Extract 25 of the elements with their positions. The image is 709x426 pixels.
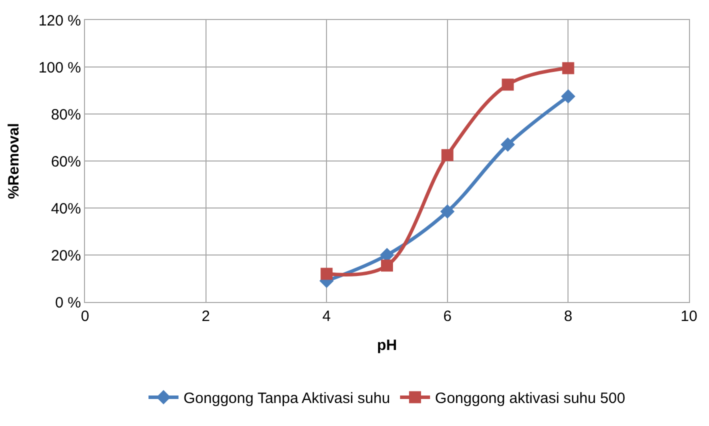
x-tick-label: 4 [322, 308, 331, 325]
y-tick-label: 20% [50, 247, 81, 264]
y-tick-label: 60% [50, 153, 81, 170]
x-tick-label: 0 [80, 308, 90, 325]
point [562, 62, 574, 74]
point [441, 149, 454, 162]
y-tick-label: 120 % [38, 12, 81, 30]
y-tick-label: 40% [50, 200, 81, 218]
y-axis-title: %Removal [6, 123, 23, 199]
x-tick-label: 10 [680, 308, 698, 325]
y-tick-label: 100 % [38, 59, 81, 76]
point [502, 78, 514, 91]
legend-label: Gonggong Tanpa Aktivasi suhu [184, 390, 390, 408]
y-tick-label: 80% [50, 106, 81, 124]
point [440, 204, 455, 219]
legend-label: Gonggong aktivasi suhu 500 [435, 390, 626, 408]
x-tick-label: 6 [443, 308, 452, 325]
x-axis-title: pH [377, 337, 397, 354]
x-tick-label: 2 [202, 308, 210, 325]
point [561, 89, 576, 104]
point [381, 260, 393, 272]
y-tick-label: 0 % [55, 294, 81, 312]
point [500, 137, 515, 152]
point [320, 268, 333, 280]
x-tick-label: 8 [564, 308, 572, 325]
